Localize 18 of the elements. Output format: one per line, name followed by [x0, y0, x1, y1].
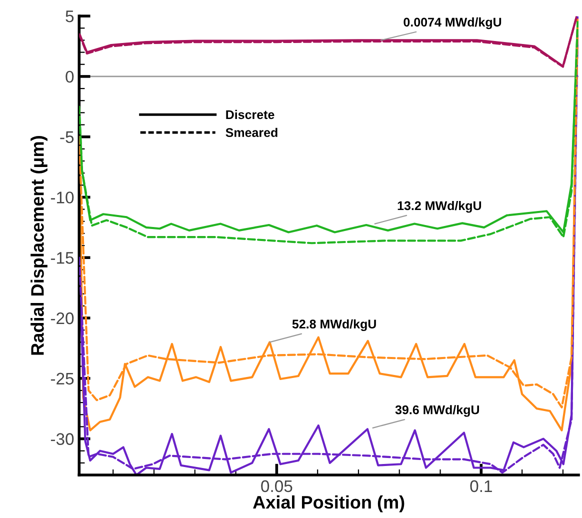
annotation: 52.8 MWd/kgU: [292, 319, 376, 332]
annotation: Discrete: [226, 110, 274, 120]
annotation: Smeared: [226, 128, 278, 138]
x-axis-title: Axial Position (m): [253, 495, 404, 512]
annotation: 0.0074 MWd/kgU: [404, 17, 502, 30]
x-tick-label: 0.1: [470, 480, 492, 492]
annotation: 39.6 MWd/kgU: [395, 405, 479, 417]
y-axis-title: Radial Displacement (μm): [30, 136, 48, 355]
y-tick-label: 0: [66, 70, 74, 83]
y-tick-label: -15: [50, 252, 74, 264]
x-tick-label: 0.05: [261, 480, 292, 492]
y-tick-label: -10: [50, 192, 74, 204]
y-tick-label: -5: [60, 131, 74, 144]
y-tick-label: -20: [50, 312, 74, 324]
annotation: 13.2 MWd/kgU: [398, 200, 482, 213]
y-tick-label: -30: [50, 433, 74, 445]
y-tick-label: 5: [66, 10, 74, 22]
y-tick-label: -25: [50, 372, 74, 385]
